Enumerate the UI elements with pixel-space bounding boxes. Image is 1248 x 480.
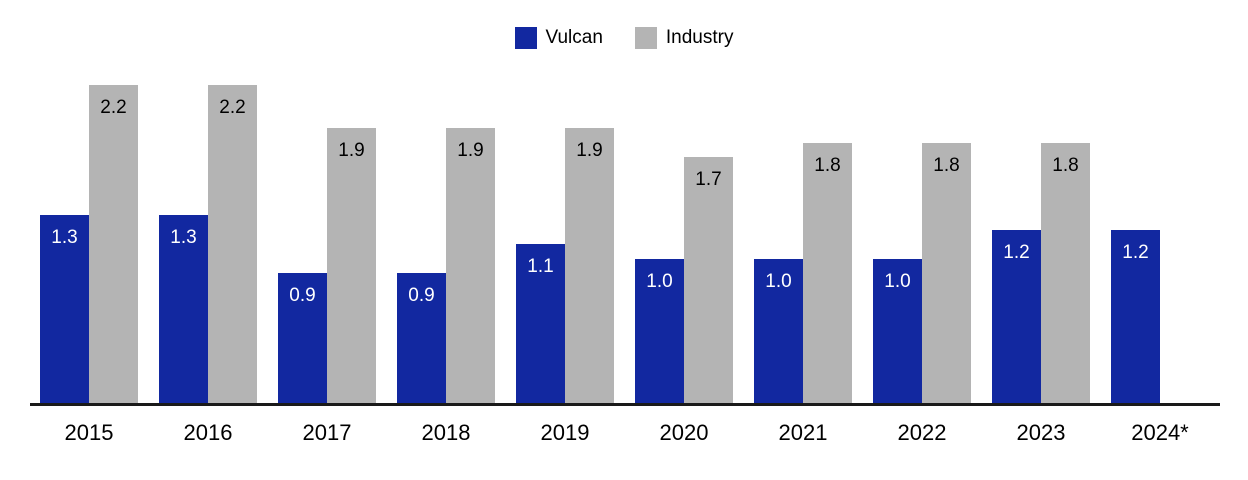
- bar-slot-industry-2020: 1.7: [684, 157, 733, 404]
- bar-slot-vulcan-2018: 0.9: [397, 273, 446, 404]
- x-axis-label-2021: 2021: [778, 420, 828, 445]
- bar-vulcan-2016: 1.3: [159, 215, 208, 404]
- bar-value-label-vulcan-2015: 1.3: [51, 227, 78, 248]
- bar-vulcan-2021: 1.0: [754, 259, 803, 404]
- x-axis-label-2015: 2015: [64, 420, 114, 445]
- bar-slot-industry-2021: 1.8: [803, 143, 852, 404]
- bar-vulcan-2015: 1.3: [40, 215, 89, 404]
- bar-group-2018: 0.9 1.9: [397, 128, 495, 404]
- bar-slot-vulcan-2017: 0.9: [278, 273, 327, 404]
- bar-group-2015: 1.3 2.2: [40, 85, 138, 404]
- bar-group-2021: 1.0 1.8: [754, 143, 852, 404]
- x-axis-labels: 2015 2016 2017 2018 2019 2020 2021 2022 2023 2024…: [40, 420, 1209, 446]
- bar-value-label-industry-2022: 1.8: [933, 155, 960, 176]
- bar-slot-vulcan-2019: 1.1: [516, 244, 565, 404]
- bar-value-label-vulcan-2019: 1.1: [527, 256, 554, 277]
- x-axis-label-2018: 2018: [421, 420, 471, 445]
- bar-slot-industry-2023: 1.8: [1041, 143, 1090, 404]
- bar-value-label-industry-2021: 1.8: [814, 155, 841, 176]
- x-axis-label-2020: 2020: [659, 420, 709, 445]
- bar-vulcan-2020: 1.0: [635, 259, 684, 404]
- industry-legend-label: Industry: [665, 27, 734, 48]
- bar-slot-industry-2018: 1.9: [446, 128, 495, 404]
- bar-group-2019: 1.1 1.9: [516, 128, 614, 404]
- bar-value-label-industry-2019: 1.9: [576, 140, 603, 161]
- legend-item-vulcan: Vulcan: [514, 27, 603, 49]
- vulcan-legend-label: Vulcan: [545, 27, 603, 48]
- bar-value-label-vulcan-2023: 1.2: [1003, 242, 1030, 263]
- bar-value-label-vulcan-2020: 1.0: [646, 271, 673, 292]
- bar-value-label-industry-2023: 1.8: [1052, 155, 1079, 176]
- bar-group-2023: 1.2 1.8: [992, 143, 1090, 404]
- bar-slot-vulcan-2020: 1.0: [635, 259, 684, 404]
- bar-industry-2023: 1.8: [1041, 143, 1090, 404]
- bar-slot-vulcan-2024: 1.2: [1111, 230, 1160, 404]
- vulcan-legend-swatch: [514, 27, 537, 49]
- bar-industry-2016: 2.2: [208, 85, 257, 404]
- bar-vulcan-2022: 1.0: [873, 259, 922, 404]
- bar-industry-2017: 1.9: [327, 128, 376, 404]
- x-axis-label-2019: 2019: [540, 420, 590, 445]
- x-axis-label-2016: 2016: [183, 420, 233, 445]
- bar-vulcan-2019: 1.1: [516, 244, 565, 404]
- bar-slot-industry-2019: 1.9: [565, 128, 614, 404]
- bar-slot-industry-2015: 2.2: [89, 85, 138, 404]
- legend-item-industry: Industry: [634, 27, 734, 49]
- bar-value-label-industry-2020: 1.7: [695, 169, 722, 190]
- bar-group-2017: 0.9 1.9: [278, 128, 376, 404]
- bar-value-label-vulcan-2018: 0.9: [408, 285, 435, 306]
- bar-vulcan-2023: 1.2: [992, 230, 1041, 404]
- bar-value-label-vulcan-2021: 1.0: [765, 271, 792, 292]
- x-axis-label-2022: 2022: [897, 420, 947, 445]
- bar-slot-industry-2017: 1.9: [327, 128, 376, 404]
- bar-value-label-industry-2018: 1.9: [457, 140, 484, 161]
- bar-industry-2021: 1.8: [803, 143, 852, 404]
- bar-slot-vulcan-2016: 1.3: [159, 215, 208, 404]
- bar-industry-2019: 1.9: [565, 128, 614, 404]
- bar-group-2022: 1.0 1.8: [873, 143, 971, 404]
- bar-industry-2018: 1.9: [446, 128, 495, 404]
- bar-value-label-vulcan-2022: 1.0: [884, 271, 911, 292]
- bar-value-label-vulcan-2017: 0.9: [289, 285, 316, 306]
- bar-industry-2022: 1.8: [922, 143, 971, 404]
- bar-vulcan-2017: 0.9: [278, 273, 327, 404]
- x-axis-line: [30, 403, 1220, 406]
- bar-vulcan-2018: 0.9: [397, 273, 446, 404]
- x-axis-label-2023: 2023: [1016, 420, 1066, 445]
- bar-value-label-vulcan-2024: 1.2: [1122, 242, 1149, 263]
- bar-group-2024: 1.2: [1111, 230, 1209, 404]
- bar-value-label-industry-2015: 2.2: [100, 97, 127, 118]
- bar-group-2020: 1.0 1.7: [635, 157, 733, 404]
- bar-group-2016: 1.3 2.2: [159, 85, 257, 404]
- bar-slot-vulcan-2021: 1.0: [754, 259, 803, 404]
- plot-area: 1.3 2.2 1.3 2.2 0.9 1.9 0.9 1.9 1.1 1.9 1.0 1.7 1.0 1…: [40, 85, 1209, 404]
- bar-value-label-industry-2016: 2.2: [219, 97, 246, 118]
- bar-vulcan-2024: 1.2: [1111, 230, 1160, 404]
- industry-legend-swatch: [634, 27, 657, 49]
- bar-slot-vulcan-2022: 1.0: [873, 259, 922, 404]
- bar-slot-industry-2016: 2.2: [208, 85, 257, 404]
- chart-legend: Vulcan Industry: [0, 27, 1248, 49]
- bar-industry-2015: 2.2: [89, 85, 138, 404]
- bar-value-label-vulcan-2016: 1.3: [170, 227, 197, 248]
- bar-industry-2020: 1.7: [684, 157, 733, 404]
- bar-slot-vulcan-2023: 1.2: [992, 230, 1041, 404]
- bar-value-label-industry-2017: 1.9: [338, 140, 365, 161]
- bar-slot-industry-2022: 1.8: [922, 143, 971, 404]
- x-axis-label-2017: 2017: [302, 420, 352, 445]
- x-axis-label-2024: 2024*: [1131, 420, 1189, 445]
- bar-slot-vulcan-2015: 1.3: [40, 215, 89, 404]
